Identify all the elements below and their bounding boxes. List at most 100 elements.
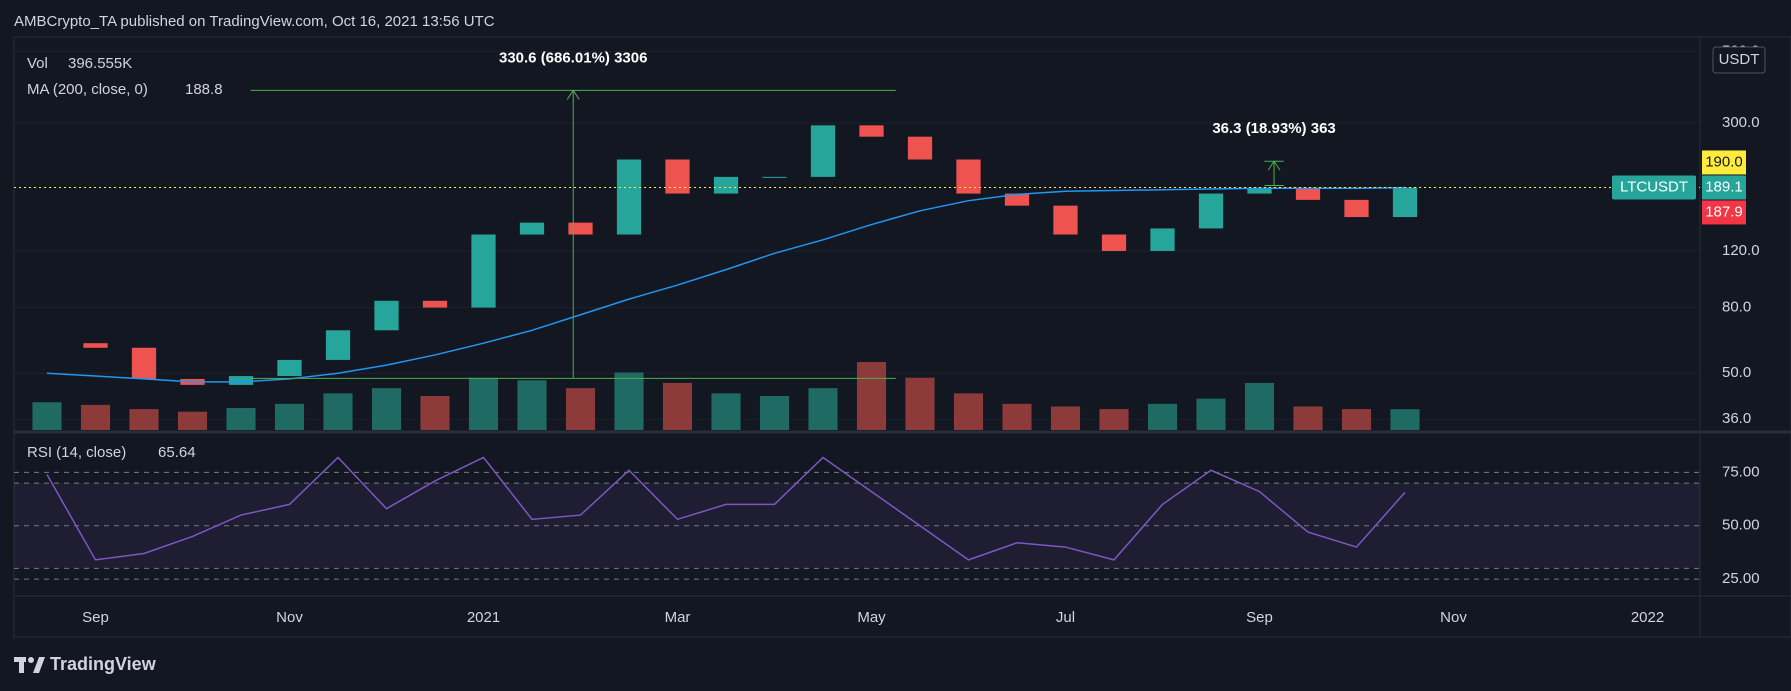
rsi-legend-name: RSI (14, close): [27, 444, 126, 461]
symbol-label: LTCUSDT: [1620, 178, 1688, 195]
candle-body: [1295, 188, 1321, 200]
volume-bar: [1196, 398, 1226, 430]
volume-bar: [953, 393, 984, 430]
volume-bar: [1244, 382, 1275, 430]
volume-bar: [1099, 409, 1129, 430]
candle-body: [1004, 193, 1030, 206]
currency-label: USDT: [1719, 51, 1760, 68]
candle-body: [228, 376, 254, 385]
x-tick-label: Sep: [1246, 609, 1273, 626]
volume-bar: [614, 372, 644, 430]
header-text: AMBCrypto_TA published on TradingView.co…: [14, 13, 495, 30]
y-tick-label: 50.00: [1722, 517, 1760, 534]
candle-body: [859, 125, 884, 137]
y-tick-label: 50.0: [1722, 364, 1751, 381]
ma-legend-value: 188.8: [185, 81, 223, 98]
arrow-head: [1267, 160, 1281, 171]
candle-body: [1053, 205, 1078, 235]
price-box: [1702, 150, 1746, 175]
volume-bar: [856, 362, 887, 430]
volume-bar: [517, 380, 547, 430]
x-tick-label: Mar: [665, 609, 691, 626]
candle-body: [1344, 199, 1369, 218]
candle-body: [616, 159, 642, 235]
x-tick-label: Nov: [276, 609, 303, 626]
volume-bar: [32, 402, 62, 430]
candle-body: [907, 136, 933, 160]
candle-body: [568, 222, 593, 235]
volume-bar: [226, 408, 256, 430]
logo-shape: [33, 657, 45, 673]
price-label: 187.9: [1705, 203, 1743, 220]
volume-bar: [468, 377, 499, 430]
logo-shape: [28, 657, 34, 663]
candle-body: [422, 300, 448, 308]
candle-body: [83, 343, 108, 348]
volume-bar: [905, 377, 935, 430]
volume-bar: [1341, 409, 1372, 430]
candle-body: [519, 222, 545, 235]
candle-body: [665, 159, 690, 194]
candle-body: [956, 159, 981, 194]
price-box: [1702, 175, 1746, 200]
y-tick-label: 75.00: [1722, 463, 1760, 480]
candle-body: [713, 176, 739, 194]
logo-shape: [19, 657, 24, 673]
candle-body: [1150, 228, 1175, 251]
x-tick-label: 2021: [467, 609, 500, 626]
candle-body: [1247, 188, 1272, 194]
measure-label: 36.3 (18.93%) 363: [1212, 120, 1335, 137]
price-box: [1702, 200, 1746, 225]
y-tick-label: 25.00: [1722, 570, 1760, 587]
candle-body: [131, 347, 157, 379]
ma-legend-name: MA (200, close, 0): [27, 81, 148, 98]
arrow-head: [566, 89, 580, 100]
candle-body: [325, 330, 351, 360]
volume-bar: [711, 393, 741, 430]
y-tick-label: 120.0: [1722, 242, 1760, 259]
volume-bar: [371, 388, 402, 430]
candle-body: [1101, 234, 1127, 251]
measure-label: 330.6 (686.01%) 3306: [499, 49, 647, 66]
volume-bar: [80, 404, 111, 430]
candle-body: [374, 300, 399, 331]
volume-bar: [274, 403, 305, 430]
rsi-legend-value: 65.64: [158, 444, 196, 461]
candle-body: [1392, 187, 1418, 218]
x-tick-label: Jul: [1056, 609, 1075, 626]
currency-box: [1712, 46, 1766, 74]
volume-bar: [420, 396, 450, 430]
x-tick-label: 2022: [1631, 609, 1664, 626]
symbol-box: [1612, 175, 1696, 200]
candle-body: [277, 359, 302, 377]
volume-bar: [323, 393, 353, 430]
ma-line: [46, 186, 1406, 383]
candle-body: [810, 125, 836, 177]
volume-bar: [1390, 409, 1420, 430]
x-tick-label: Sep: [82, 609, 109, 626]
volume-bar: [1147, 403, 1178, 430]
volume-bar: [808, 388, 838, 430]
volume-bar: [1293, 406, 1323, 430]
volume-bar: [662, 382, 693, 430]
y-tick-label: 36.0: [1722, 410, 1751, 427]
candle-body: [762, 176, 787, 178]
volume-bar: [759, 396, 790, 430]
footer-brand: TradingView: [50, 654, 157, 674]
volume-bar: [565, 388, 596, 430]
price-label: 190.0: [1705, 153, 1743, 170]
candle-body: [471, 234, 496, 308]
y-tick-label: 80.0: [1722, 299, 1751, 316]
x-tick-label: Nov: [1440, 609, 1467, 626]
legend: Vol 396.555K MA (200, close, 0) 188.8 RS…: [27, 55, 223, 461]
x-tick-label: May: [857, 609, 886, 626]
volume-bar: [177, 411, 208, 430]
chart-frame: [13, 36, 1791, 638]
price-label: 189.1: [1705, 178, 1743, 195]
volume-legend-name: Vol: [27, 55, 48, 72]
y-tick-label: 300.0: [1722, 114, 1760, 131]
volume-bar: [129, 409, 159, 430]
footer-logo: TradingView: [14, 654, 157, 674]
